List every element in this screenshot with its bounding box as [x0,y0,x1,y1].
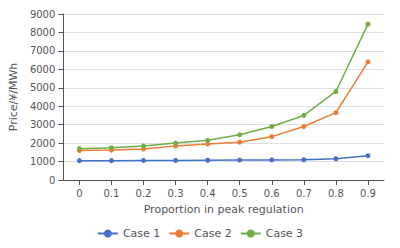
svg-text:0: 0 [76,188,82,199]
svg-text:4000: 4000 [30,101,55,112]
svg-text:Case 3: Case 3 [266,227,303,240]
svg-text:Case 1: Case 1 [123,227,160,240]
svg-text:1000: 1000 [30,156,55,167]
svg-text:0.1: 0.1 [103,188,119,199]
svg-text:0.9: 0.9 [360,188,376,199]
svg-text:3000: 3000 [30,119,55,130]
svg-text:0.5: 0.5 [232,188,248,199]
svg-text:0.3: 0.3 [168,188,184,199]
svg-text:0.6: 0.6 [264,188,280,199]
svg-text:2000: 2000 [30,138,55,149]
svg-text:5000: 5000 [30,82,55,93]
svg-text:Proportion in peak regulation: Proportion in peak regulation [144,203,304,216]
svg-text:0.4: 0.4 [200,188,216,199]
svg-text:0.7: 0.7 [296,188,312,199]
svg-text:6000: 6000 [30,64,55,75]
svg-text:0.2: 0.2 [136,188,152,199]
svg-text:Price/¥/MWh: Price/¥/MWh [7,63,20,132]
svg-text:7000: 7000 [30,45,55,56]
svg-text:Case 2: Case 2 [194,227,231,240]
svg-text:9000: 9000 [30,9,55,20]
svg-text:0: 0 [49,175,55,186]
svg-text:8000: 8000 [30,27,55,38]
svg-text:0.8: 0.8 [328,188,344,199]
